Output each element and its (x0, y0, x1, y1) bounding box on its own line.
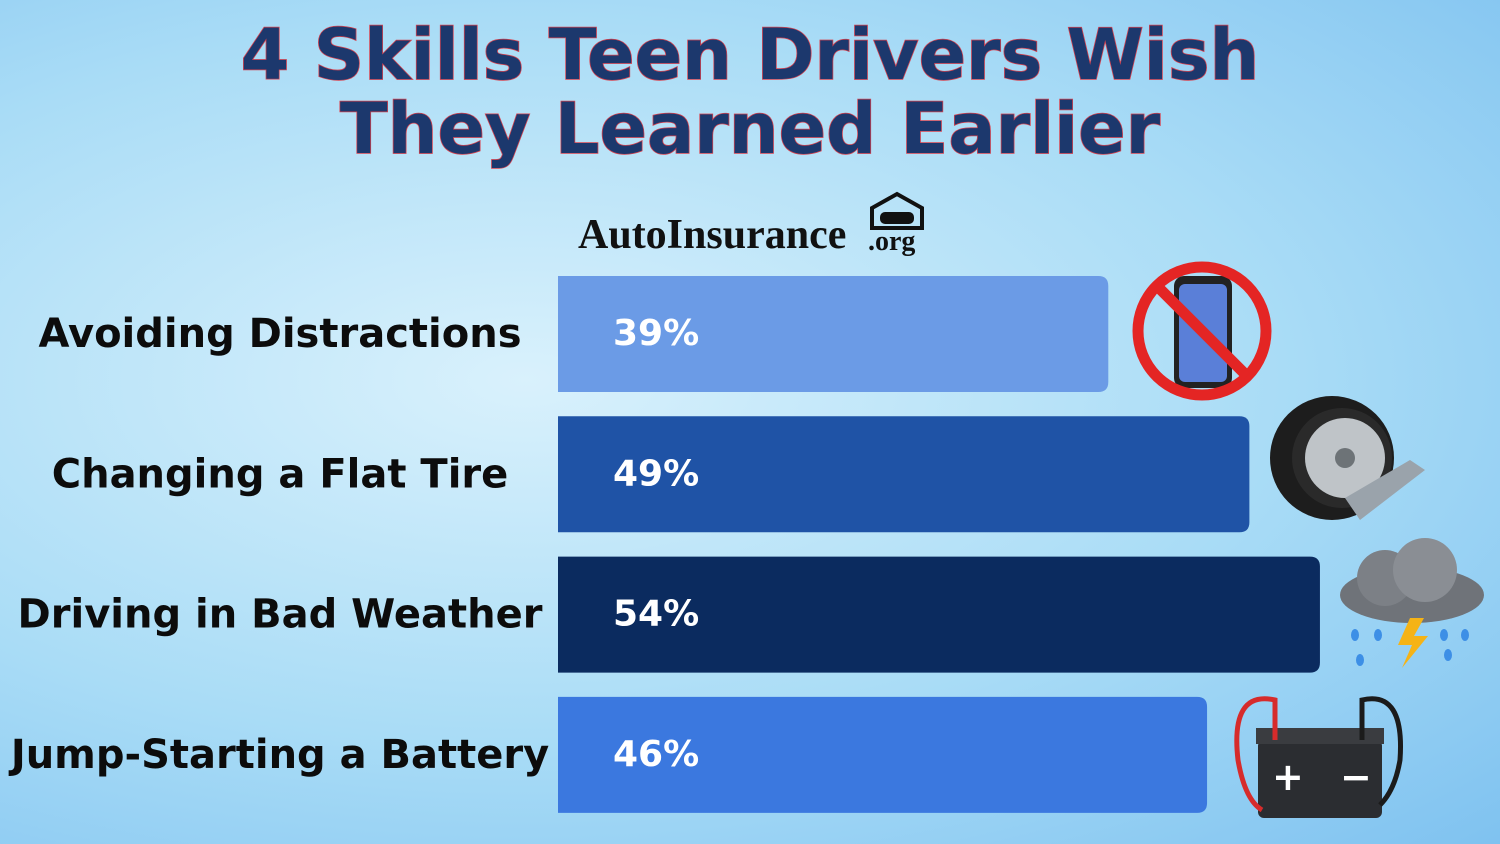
bar (558, 556, 1320, 673)
bar (558, 696, 1208, 813)
bar (558, 416, 1250, 533)
value-label: 39% (613, 313, 699, 354)
value-label: 49% (613, 453, 699, 494)
brand: AutoInsurance (578, 212, 846, 258)
value-label: 54% (613, 594, 699, 635)
icon-tire (1270, 396, 1425, 520)
bar (558, 276, 1109, 392)
logo-car (880, 212, 914, 224)
svg-text:+: + (1272, 755, 1304, 799)
category-label: Changing a Flat Tire (52, 451, 509, 497)
icon-storm (1340, 538, 1484, 668)
category-label: Avoiding Distractions (38, 311, 521, 357)
brand-suffix: .org (868, 226, 915, 257)
brand-logo: AutoInsurance .org (578, 191, 924, 258)
svg-text:−: − (1340, 755, 1372, 799)
chart-title: 4 Skills Teen Drivers Wish They Learned … (240, 14, 1260, 170)
icon-no-phone (1132, 261, 1272, 401)
category-label: Driving in Bad Weather (18, 592, 543, 638)
category-label: Jump-Starting a Battery (8, 732, 549, 778)
icon-battery: + − (1234, 696, 1404, 818)
value-label: 46% (613, 734, 699, 775)
logo-house (870, 191, 924, 230)
